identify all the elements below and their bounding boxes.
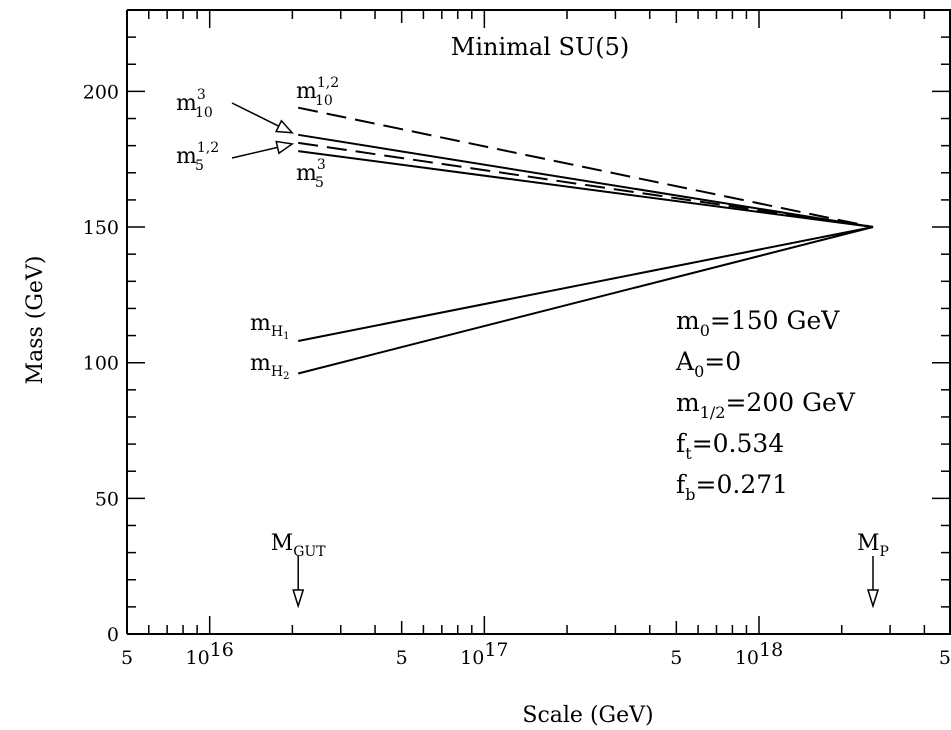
arrow-line (231, 102, 280, 127)
x-axis-title: Scale (GeV) (522, 703, 653, 728)
plot-frame (126, 9, 951, 635)
label-m10-12: m1,2 10 (296, 75, 339, 109)
marker-arrow-head (292, 589, 305, 609)
axis-ticks (126, 9, 951, 635)
parameter-text: m0=150 GeV (676, 306, 840, 340)
label-m10-3: m3 10 (176, 87, 213, 121)
x-tick-label: 5 (121, 647, 133, 669)
arrow-head (274, 119, 294, 134)
y-axis-title: Mass (GeV) (23, 256, 48, 385)
x-tick-label: 5 (670, 647, 682, 669)
x-tick-label: 5 (396, 647, 408, 669)
chart-title: Minimal SU(5) (451, 33, 629, 61)
parameter-text: m1/2=200 GeV (676, 388, 856, 422)
y-tick-label: 200 (83, 81, 119, 103)
series-line (297, 106, 874, 228)
series-line (298, 150, 874, 228)
scale-marker-label: MGUT (271, 531, 327, 560)
annotations: m1,2 10 m3 10 m1,2 5 m3 5 mH1 mH2 MGUT MP m0=150 GeV… (176, 75, 889, 609)
series-line (298, 141, 874, 228)
label-mh2: mH2 (250, 351, 289, 382)
y-tick-label: 50 (95, 488, 119, 510)
series-line (297, 226, 874, 375)
y-tick-label: 100 (83, 353, 119, 375)
parameter-text: A0=0 (675, 347, 741, 381)
arrow-head (275, 140, 295, 155)
x-tick-label: 1018 (735, 639, 783, 669)
parameter-text: fb=0.271 (676, 470, 788, 504)
scale-marker-label: MP (857, 531, 889, 560)
x-tick-label: 1017 (460, 639, 508, 669)
arrow-line (231, 146, 278, 159)
marker-arrow-head (866, 589, 880, 609)
y-tick-label: 0 (107, 624, 119, 646)
series-layer (297, 106, 874, 375)
parameter-text: ft=0.534 (676, 429, 784, 463)
label-mh1: mH1 (250, 311, 289, 342)
label-m5-12: m1,2 5 (176, 140, 219, 174)
x-tick-label: 5 (939, 647, 951, 669)
series-line (298, 226, 874, 342)
series-line (298, 133, 874, 228)
label-m5-3: m3 5 (296, 157, 326, 191)
y-tick-label: 150 (83, 217, 119, 239)
x-tick-label: 1016 (185, 639, 233, 669)
